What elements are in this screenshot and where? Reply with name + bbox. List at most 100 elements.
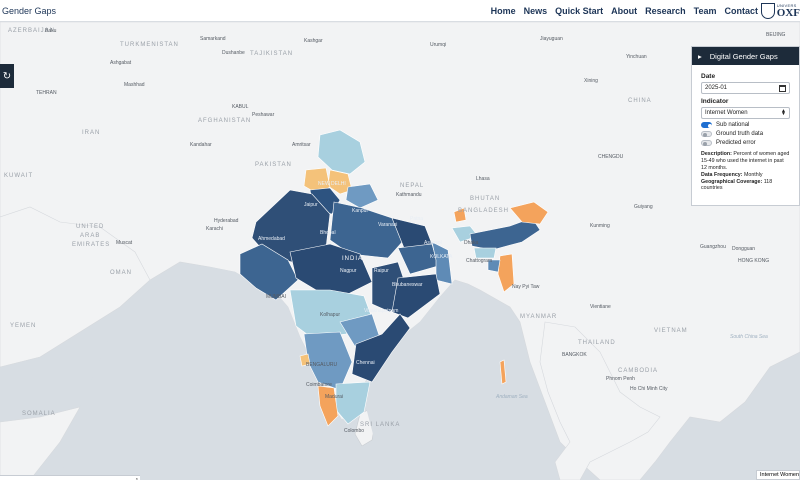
toggle-sub-national[interactable] bbox=[701, 122, 712, 128]
toggle-predicted-error[interactable] bbox=[701, 140, 712, 146]
label-arab: ARAB bbox=[80, 233, 100, 239]
panel-header[interactable]: ▸ Digital Gender Gaps bbox=[692, 47, 799, 65]
region-tripura[interactable] bbox=[487, 259, 501, 273]
city-kolkata: KOLKATA bbox=[430, 254, 453, 260]
refresh-icon: ↻ bbox=[2, 70, 12, 82]
city-colombo: Colombo bbox=[344, 428, 364, 434]
country-labels: AZERBAIJAN TURKMENISTAN TAJIKISTAN AFGHA… bbox=[4, 28, 687, 428]
description-label: Description: bbox=[701, 151, 732, 157]
toggle-predicted-error-label: Predicted error bbox=[716, 140, 756, 146]
toggle-sub-national-label: Sub national bbox=[716, 122, 750, 128]
select-arrows-icon: ▲ ▼ bbox=[781, 108, 786, 117]
label-bangladesh: BANGLADESH bbox=[458, 208, 509, 214]
nav-quick-start[interactable]: Quick Start bbox=[555, 5, 604, 16]
control-panel: ▸ Digital Gender Gaps Date 2025-01 Indic… bbox=[691, 46, 800, 206]
legend-tab[interactable]: Internet Women bbox=[756, 470, 800, 480]
city-new-delhi: NEW DELHI bbox=[318, 181, 346, 187]
region-uttar-pradesh[interactable] bbox=[329, 201, 405, 259]
toggle-predicted-error-row[interactable]: Predicted error bbox=[701, 140, 790, 146]
date-value: 2025-01 bbox=[705, 85, 728, 91]
city-kashgar: Kashgar bbox=[304, 38, 323, 44]
bottom-info-strip[interactable]: × bbox=[0, 475, 140, 480]
region-meghalaya[interactable] bbox=[473, 247, 497, 259]
region-kerala[interactable] bbox=[317, 385, 339, 427]
indochina-land bbox=[539, 321, 661, 480]
label-nepal: NEPAL bbox=[400, 183, 424, 189]
refresh-button[interactable]: ↻ bbox=[0, 64, 14, 88]
site-brand[interactable]: Gender Gaps bbox=[2, 5, 57, 16]
region-west-bengal[interactable] bbox=[431, 241, 453, 285]
region-gujarat[interactable] bbox=[239, 243, 299, 301]
toggle-ground-truth-row[interactable]: Ground truth data bbox=[701, 131, 790, 137]
label-somalia: SOMALIA bbox=[22, 411, 56, 417]
nav-research[interactable]: Research bbox=[645, 5, 686, 16]
city-chattogram: Chattogram bbox=[466, 258, 492, 264]
city-muscat: Muscat bbox=[116, 240, 133, 246]
city-labels: Baku Samarkand Dushanbe Kashgar Ashgabat… bbox=[36, 28, 786, 434]
label-myanmar: MYANMAR bbox=[520, 314, 557, 320]
collapse-chevron-icon[interactable]: ▸ bbox=[698, 51, 702, 61]
city-bengaluru: BENGALURU bbox=[306, 362, 338, 368]
label-cambodia: CAMBODIA bbox=[618, 368, 658, 374]
main-nav: Home News Quick Start About Research Tea… bbox=[487, 6, 762, 16]
city-yinchuan: Yinchuan bbox=[626, 54, 647, 60]
city-ashgabat: Ashgabat bbox=[110, 60, 132, 66]
label-sri-lanka: SRI LANKA bbox=[360, 422, 400, 428]
map-canvas[interactable]: AZERBAIJAN TURKMENISTAN TAJIKISTAN AFGHA… bbox=[0, 22, 800, 480]
region-uttarakhand[interactable] bbox=[345, 183, 379, 209]
city-bangkok: BANGKOK bbox=[562, 352, 587, 358]
city-bhopal: Bhopal bbox=[320, 230, 336, 236]
bay-of-bengal bbox=[362, 280, 530, 480]
date-label: Date bbox=[701, 73, 716, 80]
indicator-select[interactable]: Internet Women ▲ ▼ bbox=[701, 107, 790, 119]
city-asansol: Asansol bbox=[424, 240, 442, 246]
nav-about[interactable]: About bbox=[611, 5, 638, 16]
city-nay-pyi-taw: Nay Pyi Taw bbox=[512, 284, 540, 290]
region-assam[interactable] bbox=[469, 217, 541, 251]
city-madurai: Madurai bbox=[325, 394, 343, 400]
label-azerbaijan: AZERBAIJAN bbox=[8, 28, 55, 34]
date-input[interactable]: 2025-01 bbox=[701, 82, 790, 94]
city-tehran: TEHRAN bbox=[36, 90, 57, 96]
region-bhutan-area[interactable] bbox=[453, 207, 467, 223]
university-small-text: UNIVERS bbox=[776, 2, 797, 8]
region-odisha[interactable] bbox=[391, 273, 441, 319]
toggle-sub-national-row[interactable]: Sub national bbox=[701, 122, 790, 128]
city-beijing: BEIJING bbox=[766, 32, 786, 38]
sea-labels: Andaman Sea South China Sea bbox=[495, 334, 768, 400]
calendar-icon[interactable] bbox=[779, 84, 786, 92]
label-oman: OMAN bbox=[110, 270, 132, 276]
toggle-ground-truth-label: Ground truth data bbox=[716, 131, 764, 137]
city-raipur: Raipur bbox=[374, 268, 389, 274]
region-madhya-pradesh[interactable] bbox=[289, 243, 373, 295]
city-jaipur: Jaipur bbox=[304, 202, 318, 208]
city-nagpur: Nagpur bbox=[340, 268, 357, 274]
close-icon[interactable]: × bbox=[135, 476, 138, 480]
university-big-text: OXF bbox=[776, 6, 800, 19]
region-jammu-kashmir[interactable] bbox=[317, 129, 366, 175]
city-dushanbe: Dushanbe bbox=[222, 50, 245, 56]
description-text: Percent of women aged 15-49 who used the… bbox=[701, 151, 790, 171]
city-kunming: Kunming bbox=[590, 223, 610, 229]
panel-title: Digital Gender Gaps bbox=[709, 51, 778, 61]
city-lhasa: Lhasa bbox=[476, 176, 490, 182]
label-iran: IRAN bbox=[82, 130, 100, 136]
university-logo[interactable]: UNIVERS OXF bbox=[760, 0, 800, 22]
nav-team[interactable]: Team bbox=[693, 5, 717, 16]
region-andhra-pradesh[interactable] bbox=[351, 313, 411, 383]
region-arunachal[interactable] bbox=[509, 201, 549, 225]
region-andaman[interactable] bbox=[499, 359, 507, 385]
city-guangzhou: Guangzhou bbox=[700, 244, 726, 250]
label-kuwait: KUWAIT bbox=[4, 173, 33, 179]
nav-news[interactable]: News bbox=[523, 5, 548, 16]
region-goa[interactable] bbox=[299, 353, 311, 367]
label-afghanistan: AFGHANISTAN bbox=[198, 118, 251, 124]
indicator-value: Internet Women bbox=[705, 110, 748, 116]
toggle-ground-truth[interactable] bbox=[701, 131, 712, 137]
city-coimbatore: Coimbatore bbox=[306, 382, 332, 388]
label-tajikistan: TAJIKISTAN bbox=[250, 51, 293, 57]
nav-home[interactable]: Home bbox=[490, 5, 516, 16]
city-peshawar: Peshawar bbox=[252, 112, 275, 118]
top-navbar: Gender Gaps Home News Quick Start About … bbox=[0, 0, 800, 22]
nav-contact[interactable]: Contact bbox=[724, 5, 759, 16]
